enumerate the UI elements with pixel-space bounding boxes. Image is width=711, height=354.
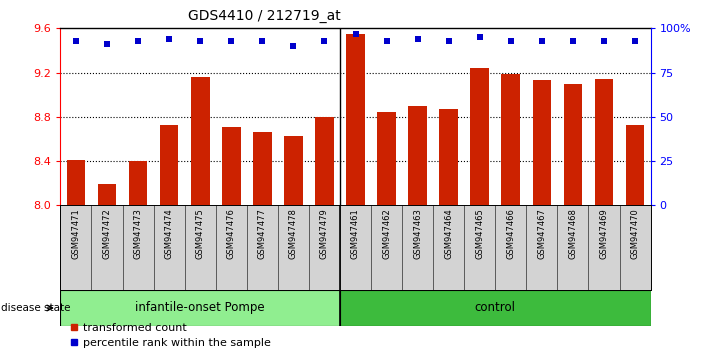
Text: GSM947471: GSM947471 [72,208,80,259]
Bar [408,106,427,205]
Point [567,38,579,44]
Text: GSM947469: GSM947469 [599,208,609,259]
Bar [564,84,582,205]
Bar [439,109,458,205]
Bar [346,34,365,205]
Bar [129,161,147,205]
Text: GSM947470: GSM947470 [631,208,639,259]
Text: GDS4410 / 212719_at: GDS4410 / 212719_at [188,9,341,23]
Bar [471,68,489,205]
Bar [97,184,117,205]
Point [350,31,361,36]
Bar [253,132,272,205]
Text: GSM947463: GSM947463 [413,208,422,259]
Bar [284,136,303,205]
Point [288,43,299,49]
Bar [191,77,210,205]
Bar [626,125,644,205]
Point [164,36,175,42]
Point [598,38,609,44]
Text: GSM947465: GSM947465 [475,208,484,259]
Bar [501,74,520,205]
Point [536,38,547,44]
Point [257,38,268,44]
Point [225,38,237,44]
Text: GSM947468: GSM947468 [568,208,577,259]
Point [319,38,330,44]
Bar [160,125,178,205]
Point [132,38,144,44]
Bar [67,160,85,205]
Point [102,41,113,47]
Text: GSM947472: GSM947472 [102,208,112,259]
Bar [533,80,551,205]
Text: GSM947478: GSM947478 [289,208,298,259]
Text: GSM947476: GSM947476 [227,208,236,259]
Text: GSM947477: GSM947477 [258,208,267,259]
Point [443,38,454,44]
Text: GSM947479: GSM947479 [320,208,329,259]
Text: GSM947467: GSM947467 [538,208,546,259]
Point [70,38,82,44]
Point [381,38,392,44]
Text: GSM947464: GSM947464 [444,208,453,259]
Text: GSM947466: GSM947466 [506,208,515,259]
Text: disease state: disease state [1,303,71,313]
Point [412,36,423,42]
Bar [60,290,340,326]
Point [474,34,486,40]
Point [195,38,206,44]
Bar [222,127,240,205]
Text: infantile-onset Pompe: infantile-onset Pompe [135,302,265,314]
Text: GSM947474: GSM947474 [165,208,173,259]
Text: GSM947475: GSM947475 [196,208,205,259]
Text: GSM947473: GSM947473 [134,208,143,259]
Text: GSM947461: GSM947461 [351,208,360,259]
Bar [594,79,614,205]
Bar [378,113,396,205]
Text: control: control [475,302,515,314]
Bar [315,117,333,205]
Legend: transformed count, percentile rank within the sample: transformed count, percentile rank withi… [70,322,271,348]
Bar [340,290,651,326]
Point [629,38,641,44]
Text: GSM947462: GSM947462 [382,208,391,259]
Point [505,38,516,44]
